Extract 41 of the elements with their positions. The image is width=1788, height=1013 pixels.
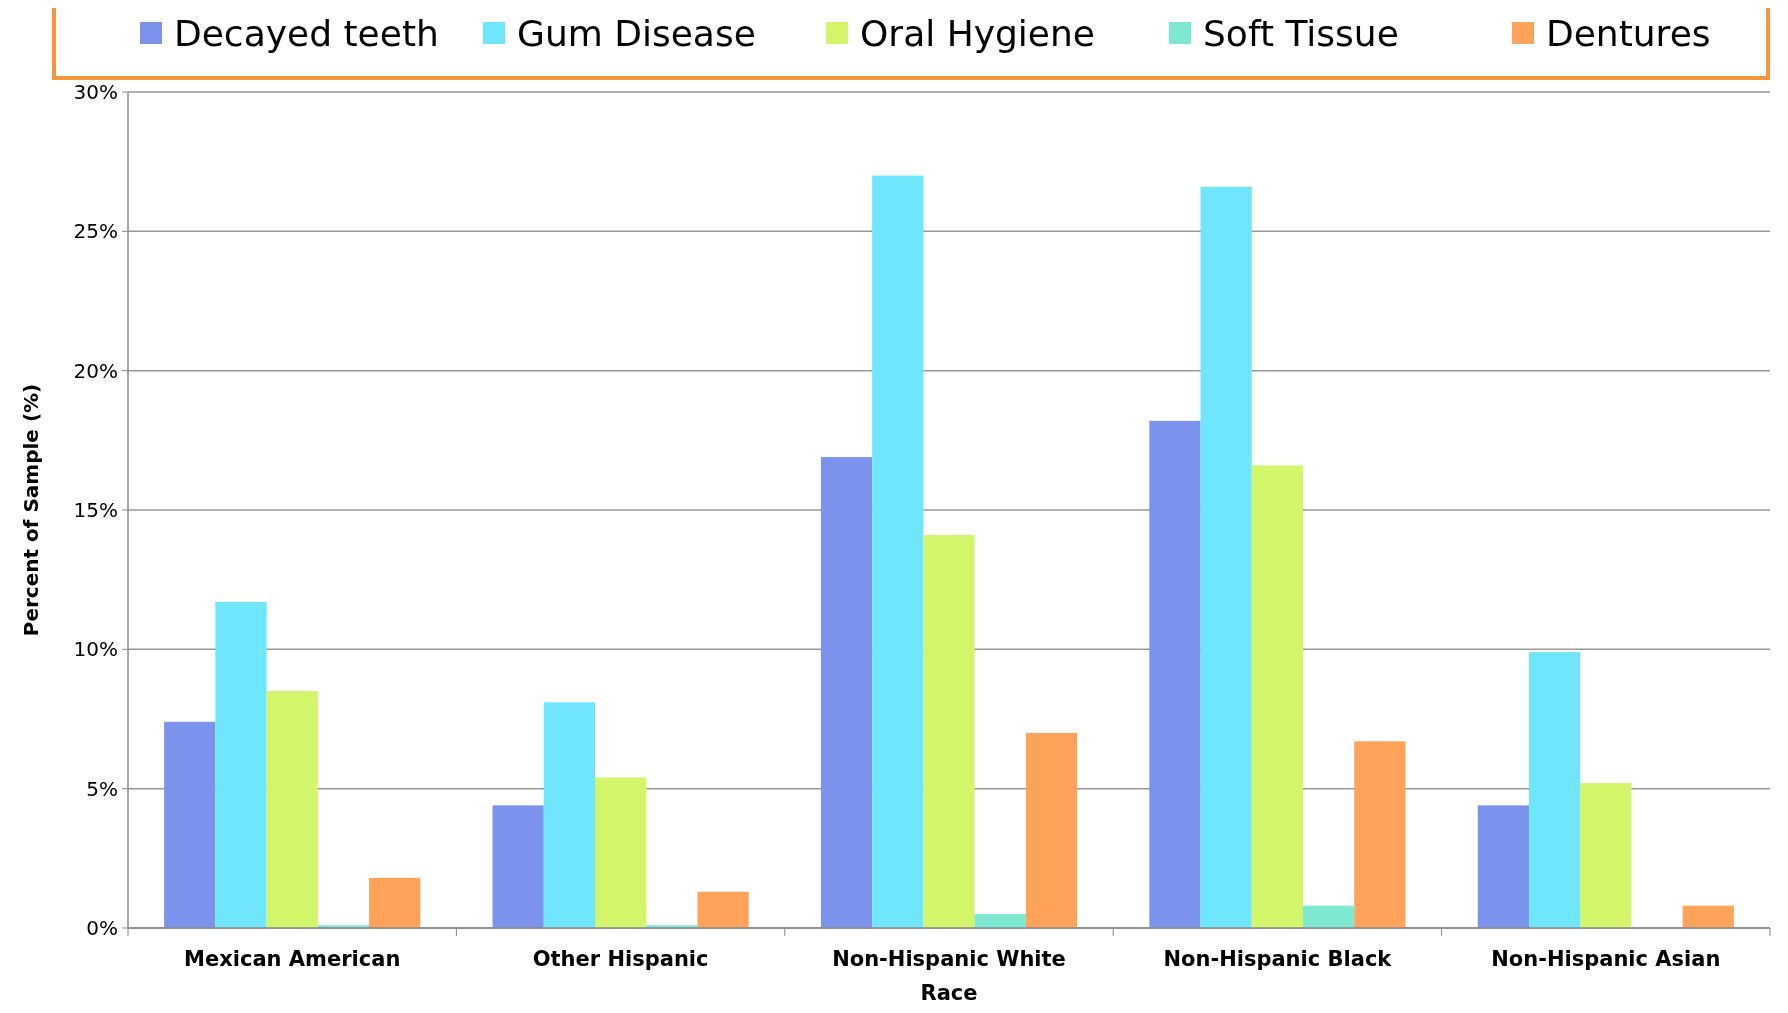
- bar: [492, 805, 544, 928]
- x-tick-label: Non-Hispanic Black: [1163, 947, 1393, 971]
- bar: [594, 777, 647, 928]
- x-tick-label: Non-Hispanic Asian: [1491, 947, 1721, 971]
- y-tick-label: 30%: [73, 80, 118, 104]
- bar: [369, 877, 421, 928]
- legend-label: Decayed teeth: [174, 13, 439, 54]
- bar: [697, 891, 749, 928]
- bar: [1200, 186, 1252, 928]
- bar: [1528, 652, 1581, 928]
- legend-label: Dentures: [1546, 13, 1711, 54]
- bar: [1354, 741, 1406, 928]
- y-axis-title: Percent of Sample (%): [19, 383, 43, 637]
- legend-label: Gum Disease: [517, 13, 756, 54]
- x-tick-label: Non-Hispanic White: [832, 947, 1066, 971]
- y-tick-label: 15%: [73, 498, 118, 522]
- x-tick-label: Mexican American: [184, 947, 401, 971]
- bar: [1682, 905, 1734, 928]
- y-tick-label: 20%: [73, 358, 118, 383]
- bar: [1303, 905, 1355, 928]
- bar: [872, 175, 924, 928]
- bar: [1025, 732, 1078, 928]
- legend-label: Oral Hygiene: [860, 13, 1095, 54]
- bar: [1251, 465, 1304, 928]
- bar: [1149, 420, 1201, 928]
- bar: [923, 535, 975, 928]
- y-tick-label: 25%: [73, 219, 118, 244]
- bar: [974, 914, 1026, 928]
- y-tick-label: 0%: [86, 916, 118, 940]
- bar: [266, 691, 318, 928]
- x-axis-title: Race: [920, 981, 978, 1005]
- y-tick-label: 10%: [73, 637, 118, 662]
- legend-label: Soft Tissue: [1203, 13, 1399, 54]
- bar: [1477, 805, 1529, 928]
- bar: [1580, 783, 1632, 928]
- y-tick-label: 5%: [86, 776, 118, 801]
- bar: [164, 721, 216, 928]
- bar: [215, 601, 267, 928]
- bar: [543, 702, 595, 928]
- bar: [820, 457, 873, 928]
- x-tick-label: Other Hispanic: [532, 947, 709, 971]
